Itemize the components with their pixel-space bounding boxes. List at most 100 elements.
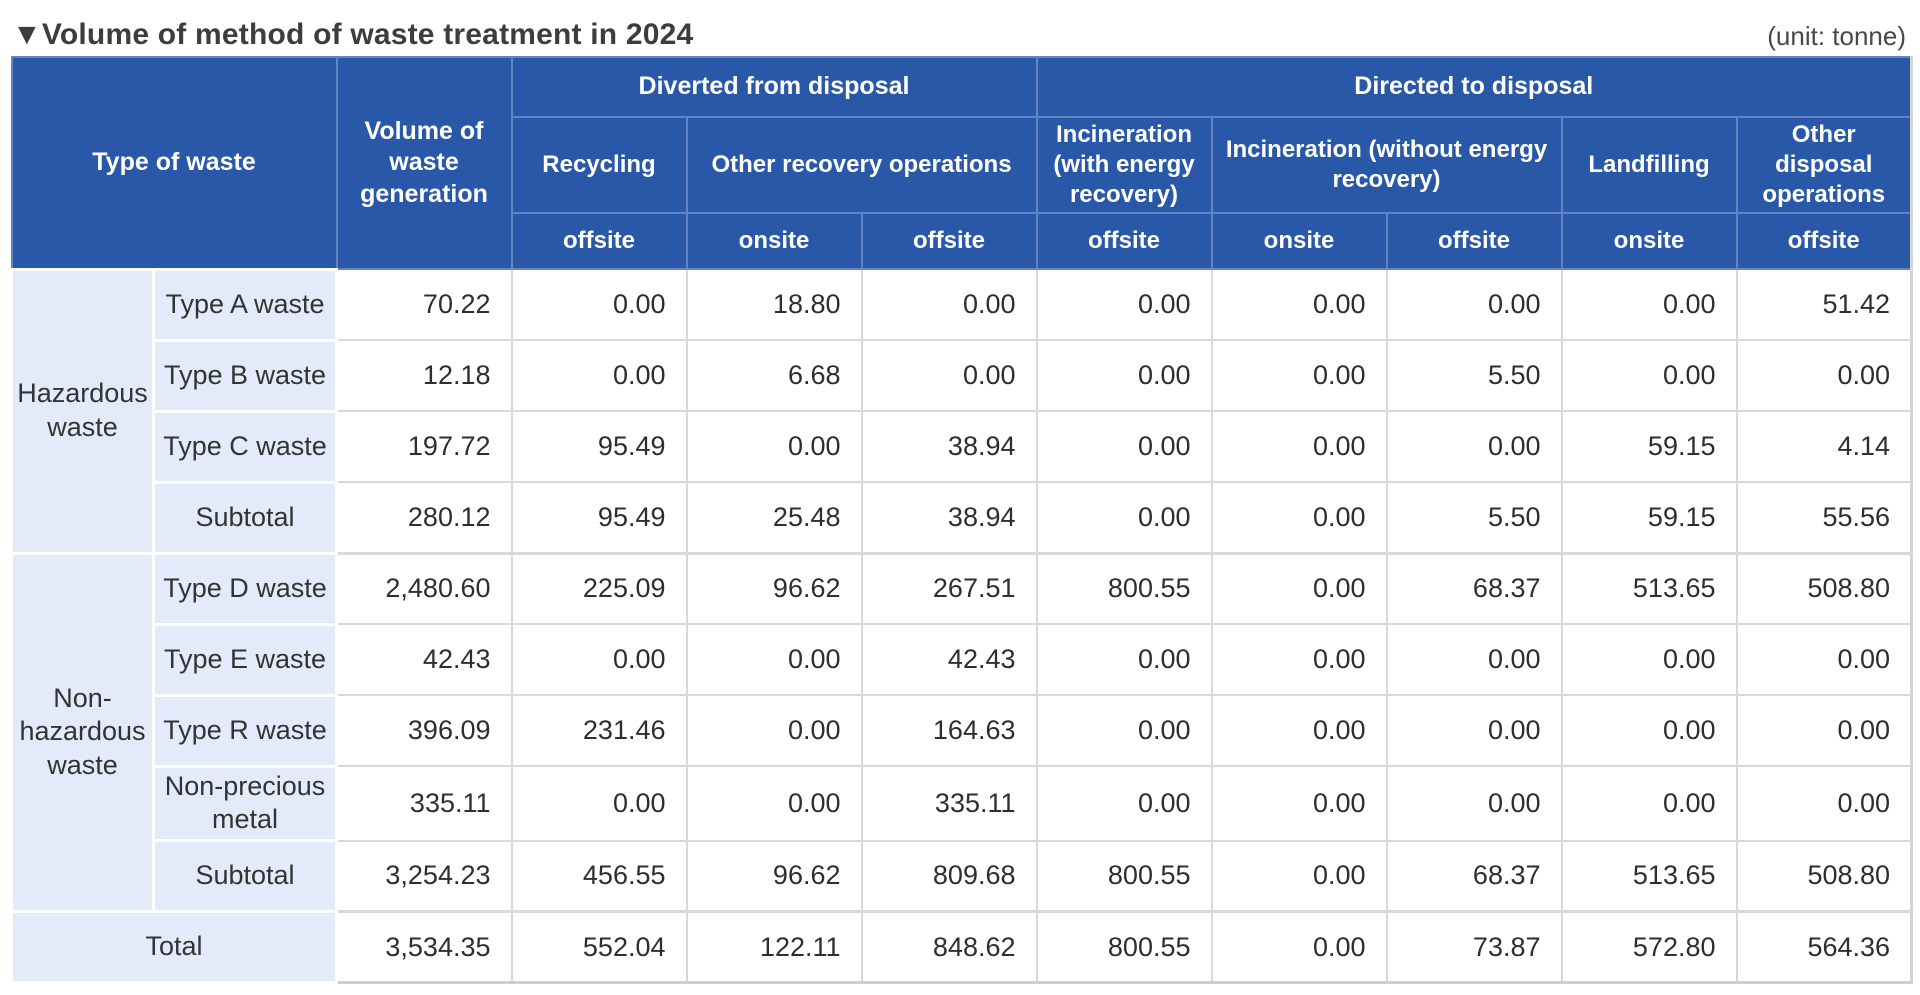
- header-volume-generation: Volume of waste generation: [335, 56, 513, 270]
- value-cell: 513.65: [1560, 552, 1738, 625]
- row-label-non-precious-metal: Non-precious metal: [152, 764, 338, 842]
- header-incineration-with: Incineration (with energy recovery): [1035, 116, 1213, 214]
- value-cell: 231.46: [510, 694, 688, 767]
- site-label-other-recovery-offsite: offsite: [860, 212, 1038, 270]
- value-cell: 42.43: [860, 623, 1038, 696]
- row-label-total: Total: [10, 910, 338, 984]
- table-row: Type C waste 197.72 95.49 0.00 38.94 0.0…: [12, 409, 1913, 484]
- value-cell: 2,480.60: [335, 552, 513, 625]
- value-cell: 38.94: [860, 410, 1038, 483]
- value-cell: 42.43: [335, 623, 513, 696]
- value-cell: 0.00: [1560, 623, 1738, 696]
- header-directed-group: Directed to disposal: [1035, 56, 1913, 118]
- value-cell: 396.09: [335, 694, 513, 767]
- value-cell: 164.63: [860, 694, 1038, 767]
- header-incineration-without: Incineration (without energy recovery): [1210, 116, 1563, 214]
- header-landfilling: Landfilling: [1560, 116, 1738, 214]
- value-cell: 280.12: [335, 481, 513, 555]
- value-cell: 0.00: [510, 268, 688, 341]
- row-label-type-a: Type A waste: [152, 267, 338, 342]
- site-label-other-recovery-onsite: onsite: [685, 212, 863, 270]
- table-row-total: Total 3,534.35 552.04 122.11 848.62 800.…: [10, 910, 1913, 984]
- value-cell: 0.00: [1735, 339, 1913, 412]
- site-label-other-disposal-offsite: offsite: [1735, 212, 1913, 270]
- value-cell: 0.00: [1035, 765, 1213, 842]
- value-cell: 513.65: [1560, 839, 1738, 913]
- value-cell: 0.00: [1385, 623, 1563, 696]
- site-label-incin-without-onsite: onsite: [1210, 212, 1388, 270]
- value-cell: 0.00: [685, 765, 863, 842]
- value-cell: 508.80: [1735, 839, 1913, 913]
- value-cell: 0.00: [1035, 410, 1213, 483]
- value-cell: 0.00: [1210, 268, 1388, 341]
- value-cell: 68.37: [1385, 552, 1563, 625]
- value-cell: 5.50: [1385, 481, 1563, 555]
- value-cell: 95.49: [510, 410, 688, 483]
- table-row: Non-hazardous waste Type D waste 2,480.6…: [10, 551, 1913, 913]
- group-label-hazardous: Hazardous waste: [10, 267, 155, 555]
- value-cell: 73.87: [1385, 910, 1563, 984]
- table-row: Type B waste 12.18 0.00 6.68 0.00 0.00 0…: [12, 338, 1913, 413]
- table-row: Hazardous waste Type A waste 70.22 0.00 …: [10, 267, 1913, 555]
- value-cell: 809.68: [860, 839, 1038, 913]
- value-cell: 4.14: [1735, 410, 1913, 483]
- value-cell: 0.00: [510, 623, 688, 696]
- value-cell: 70.22: [335, 268, 513, 341]
- value-cell: 0.00: [510, 339, 688, 412]
- row-label-type-c: Type C waste: [152, 409, 338, 484]
- value-cell: 0.00: [1210, 481, 1388, 555]
- value-cell: 0.00: [860, 268, 1038, 341]
- value-cell: 0.00: [1735, 623, 1913, 696]
- row-label-type-e: Type E waste: [152, 622, 338, 697]
- value-cell: 59.15: [1560, 481, 1738, 555]
- group-label-non-hazardous: Non-hazardous waste: [10, 551, 155, 913]
- row-label-subtotal-hazardous: Subtotal: [152, 480, 338, 555]
- value-cell: 800.55: [1035, 552, 1213, 625]
- value-cell: 96.62: [685, 839, 863, 913]
- value-cell: 0.00: [1385, 410, 1563, 483]
- table-titlebar: ▼Volume of method of waste treatment in …: [10, 4, 1910, 56]
- value-cell: 0.00: [1035, 481, 1213, 555]
- value-cell: 38.94: [860, 481, 1038, 555]
- value-cell: 800.55: [1035, 910, 1213, 984]
- row-label-type-d: Type D waste: [152, 551, 338, 626]
- waste-treatment-table: Type of waste Volume of waste generation…: [10, 56, 1914, 984]
- table-row: Type R waste 396.09 231.46 0.00 164.63 0…: [12, 693, 1913, 768]
- value-cell: 0.00: [510, 765, 688, 842]
- unit-label: (unit: tonne): [1767, 21, 1906, 51]
- value-cell: 0.00: [1735, 694, 1913, 767]
- value-cell: 0.00: [1210, 339, 1388, 412]
- value-cell: 95.49: [510, 481, 688, 555]
- value-cell: 0.00: [1560, 765, 1738, 842]
- value-cell: 51.42: [1735, 268, 1913, 341]
- table-row: Non-precious metal 335.11 0.00 0.00 335.…: [12, 764, 1913, 842]
- site-label-landfilling-onsite: onsite: [1560, 212, 1738, 270]
- value-cell: 0.00: [1735, 765, 1913, 842]
- table-row: Type E waste 42.43 0.00 0.00 42.43 0.00 …: [12, 622, 1913, 697]
- table-title: ▼Volume of method of waste treatment in …: [12, 18, 694, 51]
- value-cell: 18.80: [685, 268, 863, 341]
- value-cell: 0.00: [1210, 410, 1388, 483]
- value-cell: 0.00: [685, 694, 863, 767]
- header-other-disposal: Other disposal operations: [1735, 116, 1913, 214]
- header-type-of-waste: Type of waste: [10, 56, 338, 270]
- table-body: Hazardous waste Type A waste 70.22 0.00 …: [10, 267, 1913, 984]
- header-recycling: Recycling: [510, 116, 688, 214]
- value-cell: 0.00: [1385, 765, 1563, 842]
- row-label-type-r: Type R waste: [152, 693, 338, 768]
- value-cell: 12.18: [335, 339, 513, 412]
- value-cell: 3,254.23: [335, 839, 513, 913]
- value-cell: 5.50: [1385, 339, 1563, 412]
- row-label-subtotal-non-hazardous: Subtotal: [152, 839, 338, 913]
- site-label-incin-without-offsite: offsite: [1385, 212, 1563, 270]
- value-cell: 335.11: [860, 765, 1038, 842]
- value-cell: 0.00: [1560, 268, 1738, 341]
- site-label-recycling-offsite: offsite: [510, 212, 688, 270]
- value-cell: 59.15: [1560, 410, 1738, 483]
- value-cell: 267.51: [860, 552, 1038, 625]
- value-cell: 848.62: [860, 910, 1038, 984]
- value-cell: 800.55: [1035, 839, 1213, 913]
- table-header: Type of waste Volume of waste generation…: [10, 56, 1913, 270]
- value-cell: 55.56: [1735, 481, 1913, 555]
